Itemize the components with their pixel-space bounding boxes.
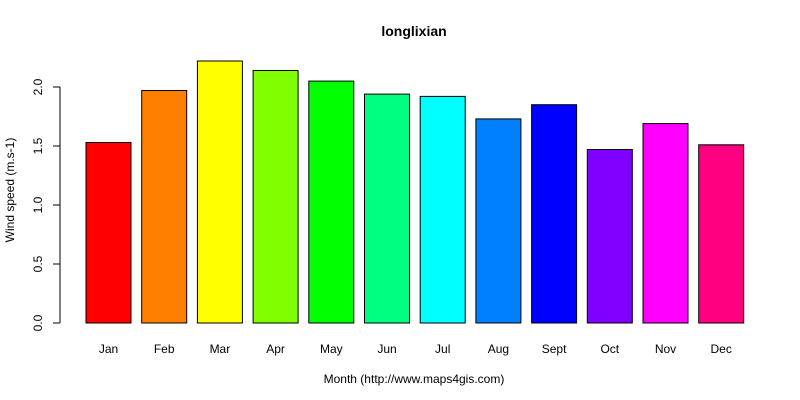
x-axis-labels: Jan Feb Mar Apr May Jun Jul Aug Sept Oct Nov Dec bbox=[99, 342, 732, 356]
x-tick-label-aug: Aug bbox=[488, 342, 509, 356]
x-tick-label-may: May bbox=[320, 342, 343, 356]
bar-jan bbox=[85, 142, 132, 324]
y-axis: 0.0 0.5 1.0 1.5 2.0 bbox=[31, 78, 61, 331]
bar-jun bbox=[364, 93, 410, 324]
bar-dec bbox=[698, 144, 745, 324]
bar-jul bbox=[419, 95, 466, 324]
y-tick-label: 0.0 bbox=[31, 314, 45, 331]
x-tick-label-mar: Mar bbox=[210, 342, 231, 356]
x-tick-label-nov: Nov bbox=[655, 342, 676, 356]
y-tick-label: 0.5 bbox=[31, 255, 45, 272]
x-tick-label-oct: Oct bbox=[600, 342, 619, 356]
y-axis-label: Wind speed (m.s-1) bbox=[3, 138, 17, 243]
x-tick-label-jun: Jun bbox=[377, 342, 396, 356]
bar-mar bbox=[196, 60, 243, 324]
chart-title: longlixian bbox=[381, 23, 446, 39]
y-tick-label: 1.5 bbox=[31, 137, 45, 154]
x-tick-label-apr: Apr bbox=[266, 342, 285, 356]
bar-apr bbox=[252, 70, 299, 324]
bar-sept bbox=[531, 104, 578, 324]
x-tick-label-sept: Sept bbox=[542, 342, 567, 356]
x-tick-label-dec: Dec bbox=[711, 342, 732, 356]
bar-aug bbox=[475, 118, 522, 324]
x-tick-label-feb: Feb bbox=[154, 342, 175, 356]
bars-group bbox=[85, 60, 745, 324]
bar-nov bbox=[642, 123, 689, 324]
x-axis-label: Month (http://www.maps4gis.com) bbox=[324, 372, 505, 386]
y-tick-label: 2.0 bbox=[31, 78, 45, 95]
bar-oct bbox=[586, 149, 633, 324]
bar-may bbox=[308, 80, 355, 324]
y-tick-label: 1.0 bbox=[31, 196, 45, 213]
x-tick-label-jul: Jul bbox=[435, 342, 450, 356]
bar-feb bbox=[141, 90, 188, 324]
x-tick-label-jan: Jan bbox=[99, 342, 118, 356]
